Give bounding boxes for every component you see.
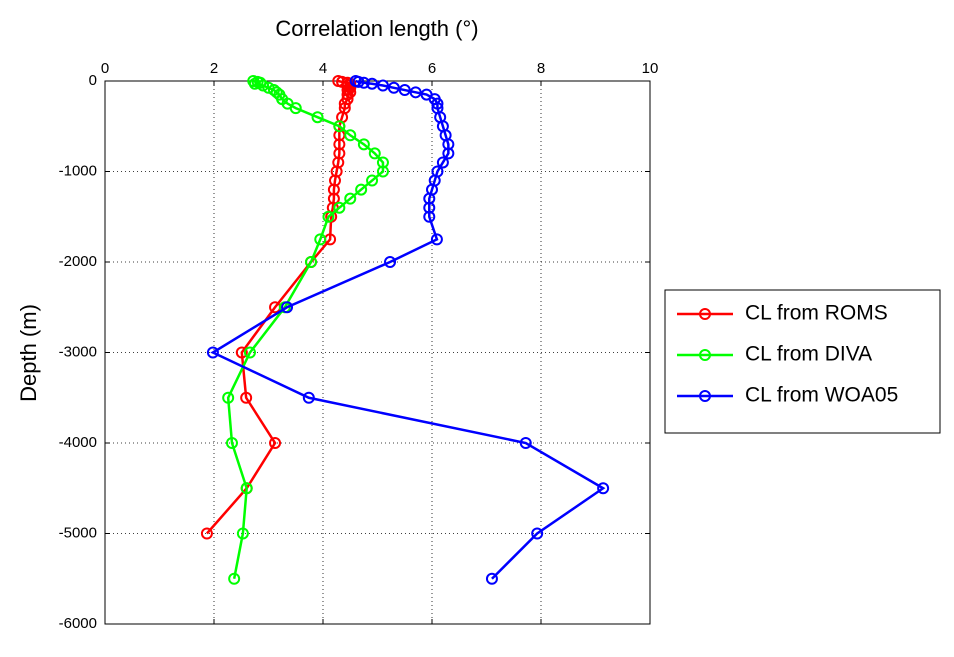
marker (322, 210, 335, 223)
marker (384, 256, 397, 268)
series-line (210, 79, 606, 580)
marker (485, 572, 498, 585)
legend-label: CL from WOA05 (745, 384, 898, 407)
marker (333, 120, 346, 133)
marker (243, 346, 256, 359)
marker (442, 147, 455, 160)
marker (236, 527, 249, 540)
marker (257, 79, 270, 92)
legend-marker (699, 308, 711, 320)
legend-label: CL from DIVA (745, 343, 872, 366)
legend-label: CL from ROMS (745, 302, 888, 325)
marker (240, 391, 253, 404)
marker (228, 572, 241, 585)
y-axis-label: Depth (m) (16, 304, 41, 402)
marker (597, 482, 610, 495)
marker (225, 437, 238, 449)
y-tick-label: 0 (89, 72, 97, 89)
marker (344, 86, 357, 99)
marker (431, 97, 444, 110)
marker (355, 183, 368, 196)
marker (376, 79, 389, 92)
marker (519, 437, 532, 449)
marker (269, 437, 282, 449)
marker (206, 346, 219, 359)
marker (368, 147, 381, 160)
marker (314, 233, 327, 246)
marker (357, 138, 370, 151)
x-tick-label: 10 (642, 60, 659, 77)
x-tick-label: 2 (210, 60, 218, 77)
marker (200, 527, 213, 540)
marker (430, 233, 443, 246)
x-tick-label: 6 (428, 60, 436, 77)
marker (344, 129, 357, 142)
marker (366, 174, 379, 187)
marker (352, 75, 365, 88)
y-tick-label: -4000 (59, 434, 97, 451)
y-tick-label: -1000 (59, 162, 97, 179)
marker (423, 210, 436, 223)
y-tick-label: -5000 (59, 524, 97, 541)
marker (338, 97, 351, 110)
y-tick-label: -6000 (59, 615, 97, 632)
marker (311, 111, 324, 124)
marker (333, 201, 346, 214)
marker (344, 192, 357, 205)
x-tick-label: 8 (537, 60, 545, 77)
marker (235, 346, 248, 359)
chart-title: Correlation length (°) (275, 16, 478, 41)
marker (409, 86, 422, 99)
y-tick-label: -3000 (59, 343, 97, 360)
marker (398, 84, 411, 97)
marker (531, 527, 544, 540)
marker (387, 81, 400, 94)
y-tick-label: -2000 (59, 253, 97, 270)
marker (302, 391, 315, 404)
marker (248, 77, 261, 90)
x-tick-label: 4 (319, 60, 327, 77)
marker (357, 76, 370, 89)
plot-frame (104, 80, 651, 625)
x-tick-label: 0 (101, 60, 109, 77)
legend-marker (699, 349, 711, 361)
marker (281, 301, 294, 314)
marker (376, 165, 389, 178)
legend-marker (699, 390, 711, 402)
marker (289, 102, 302, 115)
marker (240, 482, 253, 495)
marker (436, 156, 449, 169)
series-line (226, 79, 385, 579)
marker (366, 77, 379, 90)
marker (222, 391, 235, 404)
marker (305, 256, 318, 268)
